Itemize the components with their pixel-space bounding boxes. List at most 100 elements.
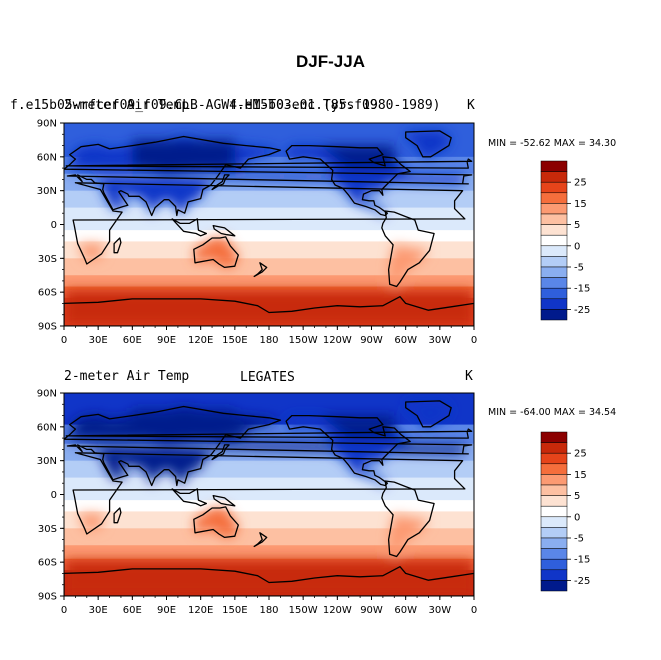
panel1-map (64, 123, 474, 326)
panel1-colorbar: 25 15 5 0 -5 -15 -25 (540, 160, 590, 321)
colorbar-label: -5 (574, 263, 584, 274)
temperature-band (64, 275, 474, 288)
lon-tick-label: 180 (259, 335, 278, 346)
coastline-australia (193, 236, 239, 269)
lon-tick-label: 30W (429, 605, 452, 616)
colorbar-swatch (540, 224, 568, 236)
colorbar-swatch (540, 580, 568, 592)
panel2-stats: MIN = -64.00 MAX = 34.54 (488, 407, 616, 418)
panel2-colorbar: 25 15 5 0 -5 -15 -25 (540, 431, 590, 592)
colorbar-swatch (540, 309, 568, 321)
colorbar-swatch (540, 548, 568, 560)
colorbar-swatch (540, 234, 568, 247)
lat-tick-label: 90N (37, 389, 57, 400)
colorbar-swatch (540, 213, 568, 225)
coastline-africa (72, 452, 466, 535)
colorbar-swatch (540, 463, 568, 475)
lon-tick-label: 60W (394, 605, 417, 616)
lat-tick-label: 30S (38, 524, 57, 535)
colorbar-swatch (540, 266, 568, 278)
lat-tick-label: 30N (37, 456, 57, 467)
coastline-madagascar (113, 237, 122, 254)
lat-tick-label: 90N (37, 119, 57, 130)
panel1-overlay-title: f.e15b05wrfcef09_f09.CLB-AGW4-HM-T0-e01 … (10, 98, 440, 113)
colorbar-swatch (540, 431, 568, 443)
north-america-cold-anomaly (286, 415, 411, 486)
lat-tick-label: 30S (38, 254, 57, 265)
coastline-africa (72, 182, 466, 265)
temperature-band (64, 500, 474, 512)
coastline-greenland (405, 400, 452, 428)
lon-tick-label: 120E (188, 605, 213, 616)
colorbar-swatch (540, 277, 568, 289)
coastline-europe-asia (64, 405, 473, 487)
lon-tick-label: 150E (222, 605, 247, 616)
panel2-left-title: 2-meter Air Temp (64, 369, 189, 384)
southern-ocean-warm-band (64, 289, 474, 326)
panel1-units: K (467, 98, 475, 113)
lon-tick-label: 0 (471, 335, 477, 346)
colorbar-label: -25 (574, 305, 590, 316)
coastline-south-america (381, 480, 435, 558)
colorbar-swatch (540, 569, 568, 581)
lon-tick-label: 120W (323, 605, 352, 616)
temperature-band (64, 528, 474, 546)
colorbar-label: 15 (574, 470, 587, 481)
colorbar-swatch (540, 527, 568, 539)
lon-tick-label: 150W (289, 605, 318, 616)
colorbar-swatch (540, 516, 568, 528)
colorbar-label: 5 (574, 220, 580, 231)
coastline-australia (193, 506, 239, 539)
lon-tick-label: 90W (360, 605, 383, 616)
coastline-new-zealand (253, 262, 268, 278)
lat-tick-label: 60N (37, 422, 57, 433)
colorbar-swatch (540, 298, 568, 310)
lat-tick-label: 90S (38, 322, 57, 333)
coastline-japan (211, 174, 230, 191)
lon-tick-label: 30W (429, 335, 452, 346)
lon-tick-label: 90E (157, 605, 176, 616)
greenland-cold-anomaly (405, 400, 452, 427)
lon-tick-label: 120W (323, 335, 352, 346)
colorbar-label: -15 (574, 284, 590, 295)
colorbar-swatch (540, 181, 568, 194)
australia-warm-anomaly (193, 236, 239, 268)
colorbar-swatch (540, 256, 568, 268)
lat-tick-label: 30N (37, 186, 57, 197)
coastline-uk (65, 158, 473, 169)
lon-tick-label: 150W (289, 335, 318, 346)
colorbar-swatch (540, 287, 568, 300)
colorbar-swatch (540, 192, 568, 204)
colorbar-label: 25 (574, 449, 587, 460)
australia-warm-anomaly (193, 506, 239, 538)
lon-tick-label: 0 (61, 335, 67, 346)
panel2-axes: 90N 60N 30N 0 30S 60S 90S 0 30E 60E 90E 120E 150E 180… (37, 389, 477, 617)
coastline-north-america (285, 414, 411, 487)
lon-tick-label: 60E (123, 335, 142, 346)
coastlines (64, 130, 474, 326)
colorbar-swatch (540, 452, 568, 465)
colorbar-swatch (540, 171, 568, 183)
colorbar-label: -25 (574, 576, 590, 587)
colorbar-swatch (540, 484, 568, 496)
panel1-center-title: f.e15b03.nc.T85.f09 (229, 98, 378, 113)
lon-tick-label: 0 (61, 605, 67, 616)
south-america-warm-anomaly (388, 244, 430, 287)
colorbar-label: 15 (574, 199, 587, 210)
coastline-new-zealand (253, 532, 268, 548)
coastline-europe-asia (64, 135, 473, 217)
lon-tick-label: 30E (89, 605, 108, 616)
greenland-cold-anomaly (405, 130, 452, 157)
temperature-band (64, 230, 474, 242)
lat-tick-label: 0 (51, 220, 57, 231)
colorbar-label: 0 (574, 241, 580, 252)
coastline-antarctica (64, 566, 474, 596)
coastline-japan (211, 444, 230, 461)
lon-tick-label: 60W (394, 335, 417, 346)
coastline-new-guinea (212, 224, 236, 237)
lat-tick-label: 60S (38, 288, 57, 299)
coastline-madagascar (113, 507, 122, 524)
coastline-north-america (285, 144, 411, 217)
temperature-band (64, 241, 474, 259)
